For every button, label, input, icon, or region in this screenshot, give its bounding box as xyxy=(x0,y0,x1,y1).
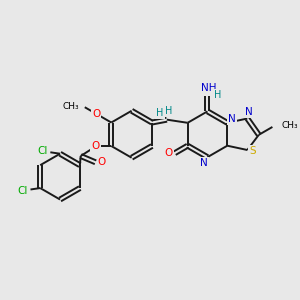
Text: NH: NH xyxy=(201,83,217,94)
Text: CH₃: CH₃ xyxy=(63,102,80,111)
Text: H: H xyxy=(165,106,173,116)
Text: N: N xyxy=(200,158,208,168)
Text: CH₃: CH₃ xyxy=(282,121,298,130)
Text: O: O xyxy=(98,157,106,167)
Text: H: H xyxy=(214,90,221,100)
Text: O: O xyxy=(91,141,99,151)
Text: N: N xyxy=(244,107,252,117)
Text: O: O xyxy=(164,148,172,158)
Text: N: N xyxy=(228,113,236,124)
Text: Cl: Cl xyxy=(38,146,48,156)
Text: O: O xyxy=(92,109,100,119)
Text: H: H xyxy=(156,108,164,118)
Text: Cl: Cl xyxy=(18,186,28,196)
Text: S: S xyxy=(249,146,256,156)
